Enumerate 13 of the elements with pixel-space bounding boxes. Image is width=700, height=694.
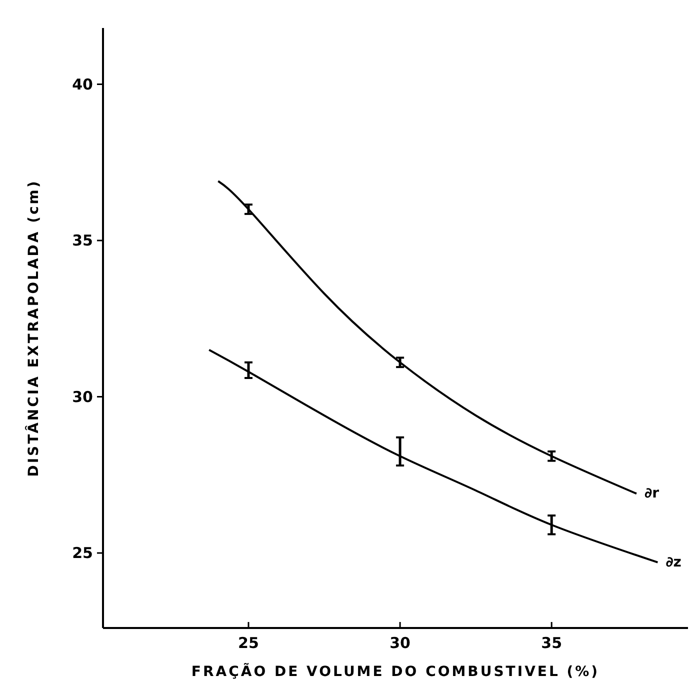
line-series (217, 180, 638, 495)
y-tick-label: 35 (72, 232, 93, 250)
series-label: ∂r (644, 486, 660, 502)
y-axis-title: DISTÂNCIA EXTRAPOLADA (cm) (25, 179, 42, 477)
y-tick-label: 40 (72, 75, 93, 94)
y-tick-label: 25 (72, 544, 93, 562)
series-label: ∂z (666, 554, 682, 570)
x-tick-label: 30 (390, 634, 410, 652)
x-tick-label: 25 (238, 634, 259, 652)
x-axis-title: FRAÇÃO DE VOLUME DO COMBUSTIVEL (%) (191, 662, 600, 680)
x-tick-label: 35 (541, 634, 562, 652)
line-series (208, 348, 659, 564)
y-tick-label: 30 (72, 388, 93, 406)
